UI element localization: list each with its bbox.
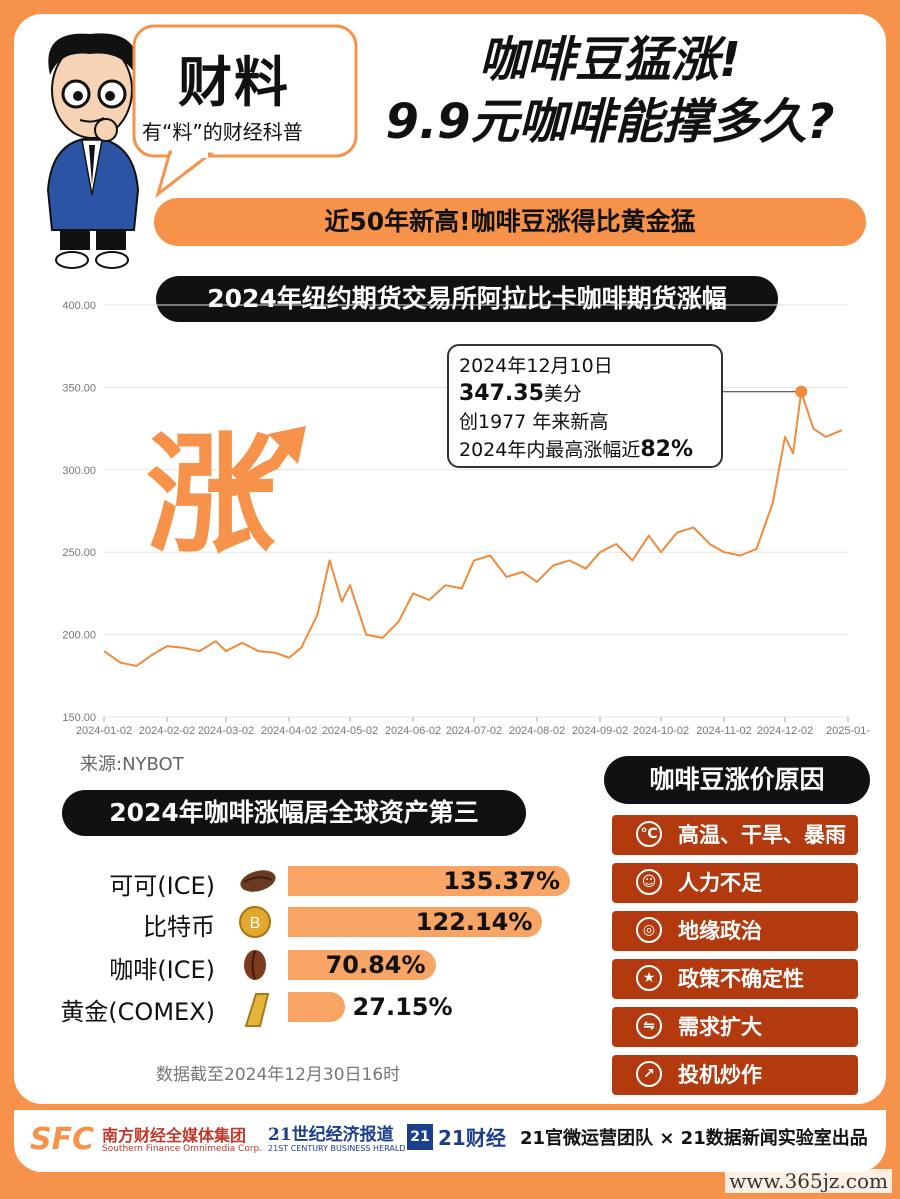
globe-icon: ◎: [636, 917, 662, 943]
headline-line1: 咖啡豆猛涨!: [479, 32, 741, 88]
people-icon: ☺: [636, 869, 662, 895]
asset-bar: [288, 992, 345, 1022]
reason-item: ☺ 人力不足: [612, 863, 858, 903]
exchange-icon: ⇋: [636, 1013, 662, 1039]
annotation-price-line: 347.35美分: [459, 380, 711, 408]
sfc-english: Southern Finance Omnimedia Corp.: [102, 1144, 263, 1154]
source-note: 来源:NYBOT: [80, 754, 184, 775]
reason-label: 投机炒作: [678, 1063, 762, 1087]
thermometer-icon: ℃: [636, 821, 662, 847]
y-tick-label: 200.00: [62, 630, 96, 642]
peak-annotation: 2024年12月10日 347.35美分 创1977 年来新高 2024年内最高…: [447, 344, 723, 468]
reason-item: ↗ 投机炒作: [612, 1055, 858, 1095]
brand-box: 财料 有“料”的财经科普: [140, 30, 355, 145]
asset-value-label: 70.84%: [325, 951, 426, 979]
x-tick-label: 2024-04-02: [261, 725, 317, 737]
x-tick-label: 2024-10-02: [633, 725, 689, 737]
reason-label: 高温、干旱、暴雨: [678, 823, 846, 847]
reason-item: ℃ 高温、干旱、暴雨: [612, 815, 858, 855]
brand-title: 财料: [178, 51, 290, 114]
reason-label: 政策不确定性: [678, 967, 804, 991]
rising-arrow-icon: [228, 426, 306, 496]
chart-title: 2024年纽约期货交易所阿拉比卡咖啡期货涨幅: [156, 276, 778, 322]
annotation-date: 2024年12月10日: [459, 355, 613, 377]
x-tick-label: 2024-12-02: [757, 725, 813, 737]
x-tick-label: 2024-06-02: [385, 725, 441, 737]
x-tick-label: 2024-05-02: [322, 725, 378, 737]
svg-text:B: B: [250, 915, 261, 932]
decor-zhang-character: 涨: [146, 419, 277, 571]
asset-bar: [288, 950, 436, 980]
x-tick-label: 2024-03-02: [198, 725, 254, 737]
peak-point: [795, 385, 808, 398]
asset-label: 可可(ICE): [109, 872, 215, 900]
trend-icon: ↗: [636, 1061, 662, 1087]
brand-bubble: [132, 24, 358, 198]
x-tick-label: 2024-07-02: [446, 725, 502, 737]
mascot-illustration: [46, 33, 140, 269]
x-tick-label: 2024-02-02: [139, 725, 195, 737]
footer: SFC 南方财经全媒体集团 Southern Finance Omnimedia…: [14, 1110, 886, 1172]
annotation-line4-value: 82%: [640, 437, 694, 462]
sfc-name: 南方财经全媒体集团: [102, 1126, 247, 1145]
annotation-price: 347.35: [459, 381, 544, 406]
asset-label: 咖啡(ICE): [109, 956, 215, 984]
banner: 近50年新高!咖啡豆涨得比黄金猛: [154, 198, 866, 246]
y-tick-label: 250.00: [62, 547, 96, 559]
coffee-price-line: [103, 390, 843, 667]
headline-line2: 9.9元咖啡能撑多久?: [385, 94, 835, 150]
asset-label: 黄金(COMEX): [60, 998, 215, 1026]
assets-title: 2024年咖啡涨幅居全球资产第三: [62, 790, 526, 836]
y-tick-label: 300.00: [62, 465, 96, 477]
brand-subtitle: 有“料”的财经科普: [142, 120, 303, 144]
reason-item: ◎ 地缘政治: [612, 911, 858, 951]
gold-bar-icon: [238, 990, 274, 1027]
asset-bar: [288, 866, 570, 896]
asset-label: 比特币: [143, 913, 215, 941]
x-tick-label: 2024-01-02: [76, 725, 132, 737]
x-tick-label: 2024-09-02: [572, 725, 628, 737]
herald-name: 21世纪经济报道: [268, 1125, 394, 1145]
annotation-line3: 创1977 年来新高: [459, 411, 609, 433]
asset-bar: [288, 907, 543, 937]
annotation-line4-prefix: 2024年内最高涨幅近: [459, 439, 641, 461]
coffee-bean-icon: [238, 948, 274, 980]
x-tick-label: 2024-08-02: [509, 725, 565, 737]
x-tick-label: 2025-01-: [826, 725, 870, 737]
annotation-line4: 2024年内最高涨幅近82%: [459, 436, 711, 464]
asset-value-label: 135.37%: [443, 867, 560, 895]
headline: 咖啡豆猛涨! 9.9元咖啡能撑多久?: [360, 30, 860, 154]
document-icon: ★: [636, 965, 662, 991]
cocoa-pod-icon: [238, 864, 276, 894]
caijing-name: 21财经: [438, 1126, 506, 1150]
bitcoin-icon: B: [238, 905, 274, 938]
reason-item: ★ 政策不确定性: [612, 959, 858, 999]
reason-item: ⇋ 需求扩大: [612, 1007, 858, 1047]
reason-label: 地缘政治: [678, 919, 762, 943]
asset-value-label: 27.15%: [352, 993, 453, 1021]
sfc-logo: SFC: [30, 1122, 95, 1157]
annotation-price-unit: 美分: [543, 383, 582, 405]
watermark: www.365jz.com: [725, 1169, 892, 1193]
x-tick-label: 2024-11-02: [696, 725, 751, 737]
caijing-badge: 21: [407, 1124, 433, 1150]
reason-label: 需求扩大: [678, 1015, 762, 1039]
y-tick-label: 350.00: [62, 382, 96, 394]
y-tick-label: 400.00: [62, 300, 96, 312]
herald-english: 21ST CENTURY BUSINESS HERALD: [268, 1144, 406, 1153]
producer-credit: 21官微运营团队 × 21数据新闻实验室出品: [520, 1128, 868, 1149]
y-tick-label: 150.00: [62, 712, 96, 724]
futures-line-chart: 150.00 200.00 250.00 300.00 350.00 400.00 2024…: [62, 300, 870, 737]
reason-label: 人力不足: [678, 871, 762, 895]
data-footnote: 数据截至2024年12月30日16时: [156, 1065, 401, 1085]
asset-value-label: 122.14%: [415, 908, 533, 936]
reasons-title: 咖啡豆涨价原因: [604, 756, 870, 804]
